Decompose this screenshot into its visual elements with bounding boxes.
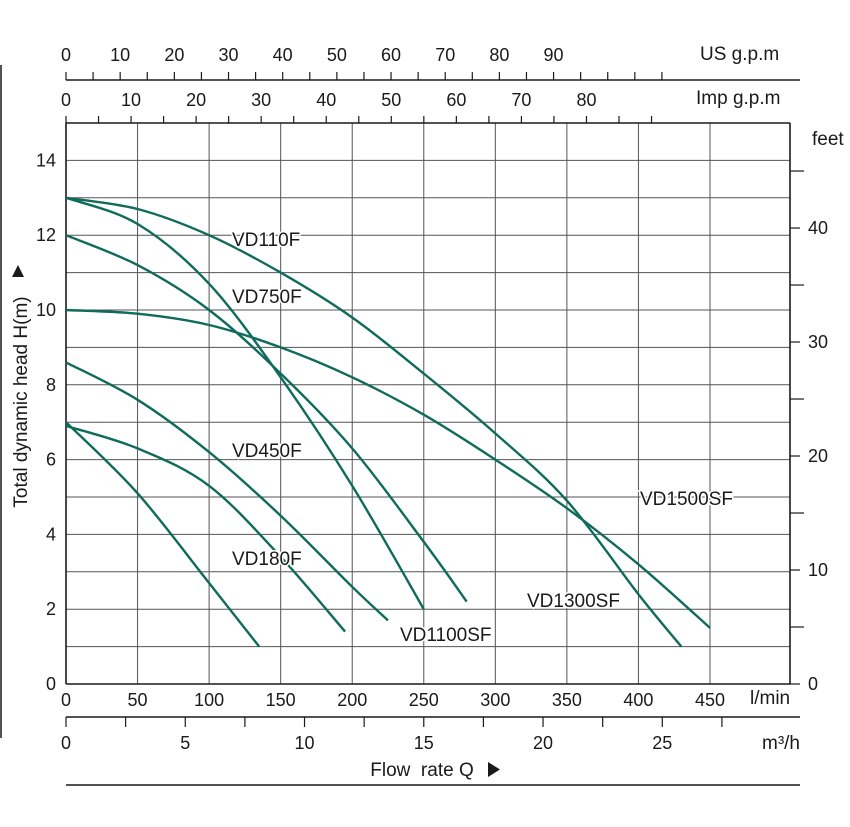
feet-tick-label: 0: [808, 674, 818, 694]
x-axis-title: Flow rate Q: [370, 760, 473, 781]
usgpm-tick-label: 70: [435, 45, 455, 65]
usgpm-tick-label: 60: [381, 45, 401, 65]
feet-tick-label: 10: [808, 560, 828, 580]
series-label-vd180f: VD180F: [232, 549, 302, 570]
x-tick-label: 250: [409, 690, 439, 710]
y-axis-arrow-icon: [12, 265, 24, 277]
m3h-tick-label: 5: [180, 733, 190, 753]
m3h-tick-label: 10: [295, 733, 315, 753]
impgpm-tick-label: 40: [316, 90, 336, 110]
usgpm-tick-label: 10: [110, 45, 130, 65]
y-axis-title: Total dynamic head H(m): [11, 296, 32, 507]
usgpm-tick-label: 50: [327, 45, 347, 65]
performance-curves: VD110F VD750F VD1300SF VD1500SF VD450F VD1100…: [65, 196, 734, 648]
x-axis-unit-lmin: l/min: [750, 688, 790, 709]
usgpm-tick-label: 30: [219, 45, 239, 65]
impgpm-tick-label: 20: [186, 90, 206, 110]
series-label-vd1100sf: VD1100SF: [400, 625, 492, 646]
series-label-vd450f: VD450F: [232, 441, 302, 462]
usgpm-tick-label: 90: [544, 45, 564, 65]
curve-vd1300sf: [65, 196, 425, 610]
m3h-tick-label: 20: [533, 733, 553, 753]
usgpm-tick-label: 0: [61, 45, 71, 65]
usgpm-tick-label: 20: [164, 45, 184, 65]
feet-tick-label: 30: [808, 332, 828, 352]
x-tick-label: 150: [266, 690, 296, 710]
y-tick-label: 14: [36, 150, 56, 170]
x-axis-arrow-icon: [488, 762, 500, 777]
y-tick-label: 12: [36, 225, 56, 245]
m3h-unit: m³/h: [762, 733, 800, 754]
series-label-vd1500sf: VD1500SF: [640, 489, 733, 510]
plot-frame: [65, 122, 791, 685]
impgpm-tick-label: 0: [61, 90, 71, 110]
y-tick-label: 4: [46, 524, 56, 544]
series-label-vd110f: VD110F: [232, 230, 300, 251]
m3h-tick-label: 0: [61, 733, 71, 753]
impgpm-tick-label: 60: [446, 90, 466, 110]
x-tick-label: 50: [128, 690, 148, 710]
curve-vd110f: [65, 196, 683, 648]
impgpm-tick-label: 30: [251, 90, 271, 110]
curve-vd450f: [65, 361, 389, 622]
series-label-vd750f: VD750F: [232, 287, 302, 308]
curve-vd180f: [65, 421, 261, 648]
impgpm-tick-label: 70: [511, 90, 531, 110]
impgpm-tick-label: 10: [121, 90, 141, 110]
x-tick-label: 0: [61, 690, 71, 710]
m3h-tick-label: 15: [414, 733, 434, 753]
usgpm-tick-label: 80: [489, 45, 509, 65]
m3h-tick-label: 25: [652, 733, 672, 753]
x-tick-label: 350: [552, 690, 582, 710]
feet-tick-label: 20: [808, 446, 828, 466]
curve-vd1100sf: [65, 424, 347, 633]
impgpm-tick-label: 80: [576, 90, 596, 110]
feet-tick-label: 40: [808, 218, 828, 238]
curve-vd750f: [65, 234, 468, 603]
series-label-vd1300sf: VD1300SF: [527, 591, 620, 612]
grid: [66, 123, 790, 684]
y-tick-label: 8: [46, 375, 56, 395]
x-tick-label: 300: [480, 690, 510, 710]
impgpm-tick-label: 50: [381, 90, 401, 110]
impgpm-unit: Imp g.p.m: [696, 88, 780, 109]
y-tick-label: 10: [36, 300, 56, 320]
curve-vd1500sf: [65, 308, 711, 629]
usgpm-tick-label: 40: [273, 45, 293, 65]
y-tick-label: 0: [46, 674, 56, 694]
usgpm-unit: US g.p.m: [700, 44, 779, 65]
y-tick-label: 6: [46, 450, 56, 470]
x-tick-label: 100: [194, 690, 224, 710]
x-tick-label: 400: [623, 690, 653, 710]
right-axis-unit: feet: [812, 129, 844, 150]
x-tick-label: 450: [695, 690, 725, 710]
x-tick-label: 200: [337, 690, 367, 710]
y-tick-label: 2: [46, 599, 56, 619]
